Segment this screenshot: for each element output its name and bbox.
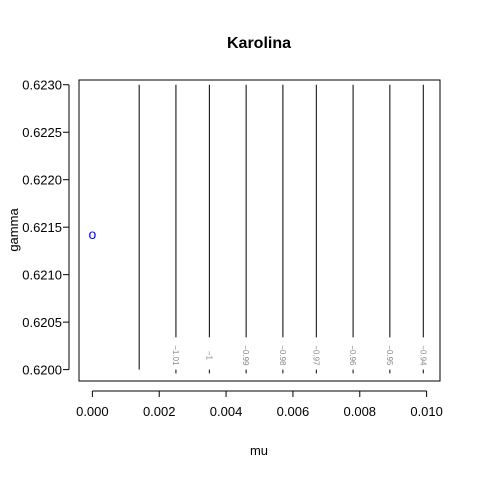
- contour-label: −0.94: [418, 345, 427, 366]
- contour-label: −0.96: [348, 345, 357, 366]
- contour-label: −0.98: [278, 345, 287, 366]
- x-axis-label: mu: [250, 443, 268, 458]
- y-tick-label: 0.6210: [22, 268, 62, 283]
- y-tick-label: 0.6205: [22, 315, 62, 330]
- contour-label: −0.99: [241, 345, 250, 366]
- x-tick-label: 0.004: [210, 404, 243, 419]
- y-tick-label: 0.6230: [22, 78, 62, 93]
- y-axis: 0.6200 0.6205 0.6210 0.6215 0.6220 0.6225 0.62…: [22, 78, 70, 378]
- x-tick-label: 0.002: [143, 404, 176, 419]
- contour-label: −0.97: [311, 345, 320, 366]
- contour-labels: −1.01 −1 −0.99 −0.98 −0.97 −0.96 −0.95 −0.94: [171, 345, 427, 366]
- x-axis: 0.000 0.002 0.004 0.006 0.008 0.010: [76, 390, 443, 419]
- plot-area: [78, 79, 441, 382]
- y-axis-label: gamma: [6, 208, 21, 252]
- chart-title: Karolina: [227, 35, 291, 52]
- x-tick-label: 0.008: [344, 404, 377, 419]
- contour-label: −1.01: [171, 345, 180, 366]
- y-tick-label: 0.6225: [22, 125, 62, 140]
- data-point-marker: o: [88, 226, 96, 242]
- contour-lines: [138, 84, 424, 374]
- y-tick-label: 0.6200: [22, 363, 62, 378]
- x-tick-label: 0.000: [76, 404, 109, 419]
- contour-label: −1: [204, 351, 213, 361]
- x-tick-label: 0.006: [277, 404, 310, 419]
- y-tick-label: 0.6220: [22, 173, 62, 188]
- y-tick-label: 0.6215: [22, 220, 62, 235]
- x-tick-label: 0.010: [410, 404, 443, 419]
- contour-label: −0.95: [385, 345, 394, 366]
